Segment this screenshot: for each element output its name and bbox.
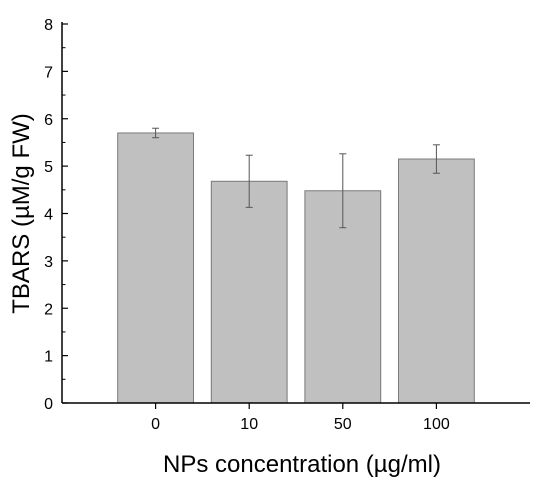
x-axis-ticks: 0 10 50 100 (151, 403, 450, 433)
x-tick-label-50: 50 (334, 416, 352, 433)
y-axis-ticks: 0 1 2 3 4 5 6 7 8 (44, 17, 68, 413)
y-tick-label: 6 (44, 112, 53, 129)
x-tick-label-0: 0 (151, 416, 160, 433)
x-tick-label-10: 10 (240, 416, 258, 433)
y-tick-label: 3 (44, 254, 53, 271)
y-tick-label: 2 (44, 301, 53, 318)
x-axis-title: NPs concentration (µg/ml) (163, 451, 441, 478)
y-tick-label: 0 (44, 396, 53, 413)
y-tick-label: 7 (44, 64, 53, 81)
error-bars-group (152, 127, 440, 229)
bars-group (117, 132, 475, 404)
y-tick-label: 8 (44, 17, 53, 34)
y-tick-label: 5 (44, 159, 53, 176)
bar-0 (117, 132, 195, 404)
x-tick-label-100: 100 (423, 416, 450, 433)
y-tick-label: 4 (44, 207, 53, 224)
bar-10 (210, 180, 288, 404)
bar-100 (397, 158, 475, 404)
y-axis-title: TBARS (µM/g FW) (8, 113, 35, 313)
y-tick-label: 1 (44, 349, 53, 366)
